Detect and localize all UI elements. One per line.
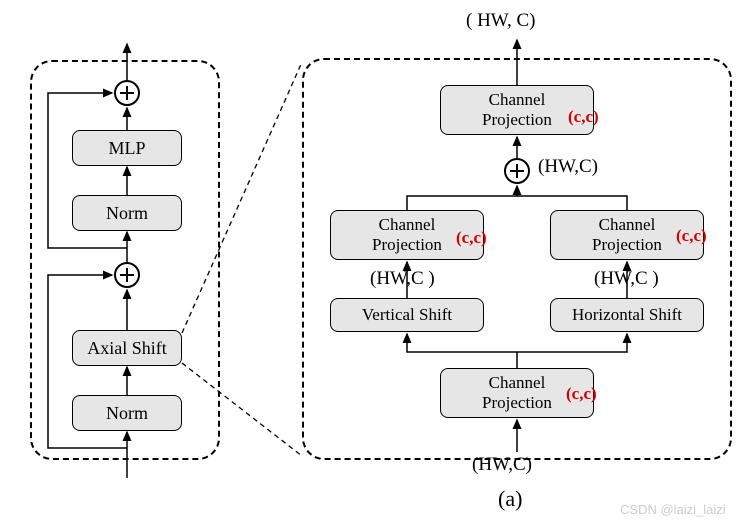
cc-left: (c,c) — [456, 228, 487, 248]
hw-c-mid: (HW,C) — [538, 156, 598, 178]
adder-mid-left — [114, 262, 140, 288]
horizontal-shift-block: Horizontal Shift — [550, 298, 704, 332]
adder-top-left — [114, 80, 140, 106]
axial-shift-block: Axial Shift — [72, 330, 182, 366]
norm-top-block: Norm — [72, 195, 182, 231]
diagram-canvas: MLP Norm Axial Shift Norm Channel Projec… — [0, 0, 749, 523]
hw-c-right: (HW,C ) — [594, 268, 659, 290]
hw-c-top: ( HW, C) — [466, 10, 536, 32]
caption-a: (a) — [498, 486, 522, 512]
cc-right: (c,c) — [676, 226, 707, 246]
mlp-block: MLP — [72, 130, 182, 166]
cc-bottom: (c,c) — [566, 384, 597, 404]
hw-c-bottom: (HW,C) — [472, 454, 532, 476]
norm-bottom-block: Norm — [72, 395, 182, 431]
adder-right — [504, 158, 530, 184]
watermark: CSDN @laizi_laizi — [620, 502, 726, 517]
hw-c-left: (HW,C ) — [370, 268, 435, 290]
vertical-shift-block: Vertical Shift — [330, 298, 484, 332]
cc-top: (c,c) — [568, 107, 599, 127]
